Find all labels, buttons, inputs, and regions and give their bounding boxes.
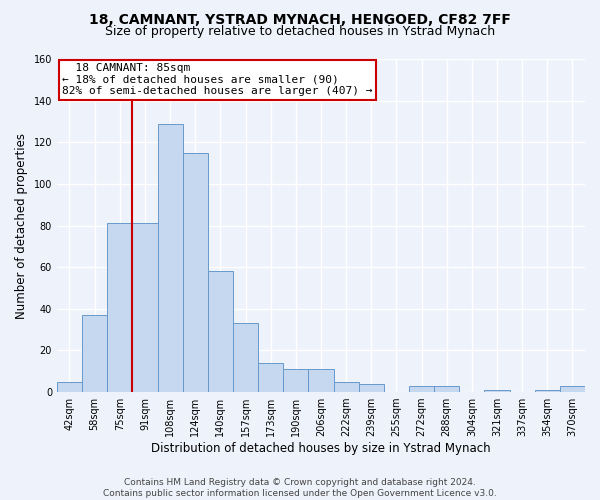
Bar (434, 386, 459, 392)
Bar (258, 363, 283, 392)
Bar (82, 315, 107, 392)
Text: 18 CAMNANT: 85sqm
← 18% of detached houses are smaller (90)
82% of semi-detached: 18 CAMNANT: 85sqm ← 18% of detached hous… (62, 63, 373, 96)
Bar (158, 124, 182, 392)
Bar (233, 324, 258, 392)
Bar (182, 152, 208, 392)
Bar (308, 369, 334, 392)
Text: Size of property relative to detached houses in Ystrad Mynach: Size of property relative to detached ho… (105, 25, 495, 38)
X-axis label: Distribution of detached houses by size in Ystrad Mynach: Distribution of detached houses by size … (151, 442, 491, 455)
Bar (484, 390, 509, 392)
Bar (359, 384, 384, 392)
Bar (409, 386, 434, 392)
Bar (57, 382, 82, 392)
Bar (334, 382, 359, 392)
Bar (107, 224, 133, 392)
Bar (535, 390, 560, 392)
Text: Contains HM Land Registry data © Crown copyright and database right 2024.
Contai: Contains HM Land Registry data © Crown c… (103, 478, 497, 498)
Bar (560, 386, 585, 392)
Bar (208, 272, 233, 392)
Y-axis label: Number of detached properties: Number of detached properties (15, 132, 28, 318)
Bar (283, 369, 308, 392)
Bar (133, 224, 158, 392)
Text: 18, CAMNANT, YSTRAD MYNACH, HENGOED, CF82 7FF: 18, CAMNANT, YSTRAD MYNACH, HENGOED, CF8… (89, 12, 511, 26)
